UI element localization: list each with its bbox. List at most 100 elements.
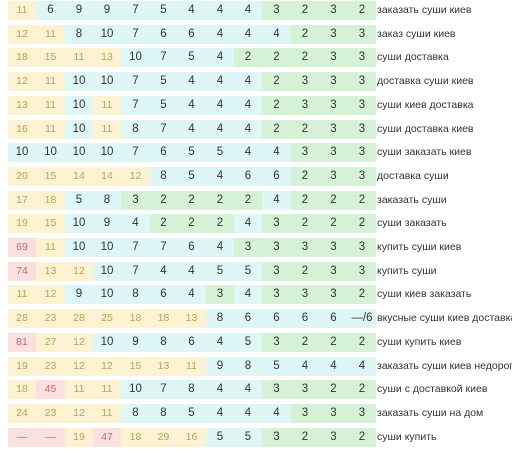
- position-cell: 4: [206, 404, 234, 423]
- position-cell: 7: [121, 143, 150, 162]
- position-cell: 16: [8, 120, 36, 139]
- position-cell: 19: [8, 357, 36, 376]
- position-cell: 14: [65, 167, 93, 186]
- table-row: 74 13 12 10 7 4 4 5 5 3 2 3 3: [8, 262, 376, 281]
- keyword-label: суши доставка киев: [377, 123, 474, 135]
- position-cell: 81: [8, 333, 36, 352]
- position-cell: 10: [93, 25, 121, 44]
- position-cell: —: [36, 428, 65, 447]
- position-cell: 4: [206, 380, 234, 399]
- table-row: 13 11 10 11 7 5 4 4 4 2 3 3 3: [8, 96, 376, 115]
- position-cell: 8: [150, 333, 177, 352]
- keyword-label: заказать суши киев недорого: [377, 360, 512, 372]
- position-cell: 3: [348, 48, 376, 67]
- position-cell: 3: [348, 143, 376, 162]
- table-row: 17 18 5 8 3 2 2 2 2 4 2 2 2: [8, 191, 376, 210]
- position-cell: 4: [234, 143, 262, 162]
- position-cell: 7: [150, 380, 177, 399]
- keyword-label: суши купить киев: [377, 336, 462, 348]
- position-cell: 3: [262, 333, 291, 352]
- position-cell: 6: [177, 25, 206, 44]
- position-cell: 7: [121, 1, 150, 20]
- position-cell: 10: [121, 380, 150, 399]
- position-cell: 2: [348, 285, 376, 304]
- table-row: 11 12 9 10 8 6 4 3 4 3 3 3 2: [8, 285, 376, 304]
- position-cell: 2: [206, 191, 234, 210]
- position-cell: 13: [177, 309, 206, 328]
- keyword-label: купить суши: [377, 265, 437, 277]
- position-cell: 5: [150, 96, 177, 115]
- position-cell: 2: [291, 25, 319, 44]
- position-cell: 3: [291, 238, 319, 257]
- table-row: 12 11 10 10 7 5 4 4 4 2 3 3 3: [8, 72, 376, 91]
- position-cell: 17: [8, 191, 36, 210]
- keyword-label: суши киев доставка: [377, 99, 474, 111]
- position-cell: 2: [262, 72, 291, 91]
- position-cell: 4: [234, 25, 262, 44]
- position-cell: 12: [65, 333, 93, 352]
- position-cell: 7: [121, 25, 150, 44]
- table-row: 12 11 8 10 7 6 6 4 4 4 2 3 3: [8, 25, 376, 44]
- position-cell: 6: [234, 309, 262, 328]
- position-cell: 12: [65, 404, 93, 423]
- position-cell: 11: [36, 238, 65, 257]
- position-cell: 5: [234, 333, 262, 352]
- position-cell: 5: [177, 48, 206, 67]
- position-cell: 12: [65, 262, 93, 281]
- position-cell: 7: [121, 238, 150, 257]
- position-cell: 4: [262, 143, 291, 162]
- position-cell: 4: [234, 380, 262, 399]
- position-cell: 13: [8, 96, 36, 115]
- position-cell: 2: [348, 380, 376, 399]
- table-row: 20 15 14 14 12 8 5 4 6 6 2 3 3: [8, 167, 376, 186]
- position-cell: 20: [8, 167, 36, 186]
- position-cell: 3: [348, 96, 376, 115]
- position-cell: 23: [36, 309, 65, 328]
- position-cell: 6: [262, 309, 291, 328]
- position-cell: 12: [93, 357, 121, 376]
- position-cell: 10: [93, 143, 121, 162]
- position-cell: 15: [121, 357, 150, 376]
- position-cell: 3: [348, 25, 376, 44]
- position-cell: 3: [319, 285, 348, 304]
- position-cell: 10: [8, 143, 36, 162]
- keyword-label: вкусные суши киев доставка: [377, 312, 512, 324]
- position-cell: 4: [262, 404, 291, 423]
- position-cell: 10: [65, 72, 93, 91]
- position-cell: 5: [234, 428, 262, 447]
- position-cell: 4: [206, 1, 234, 20]
- position-cell: 69: [8, 238, 36, 257]
- position-cell: 10: [121, 48, 150, 67]
- position-cell: 3: [348, 262, 376, 281]
- position-cell: 3: [348, 238, 376, 257]
- position-cell: 3: [319, 48, 348, 67]
- position-cell: 3: [319, 238, 348, 257]
- position-cell: 4: [206, 72, 234, 91]
- position-cell: 4: [206, 333, 234, 352]
- position-cell: 11: [36, 25, 65, 44]
- position-cell: 4: [234, 120, 262, 139]
- position-cell: 8: [206, 309, 234, 328]
- position-cell: 4: [177, 96, 206, 115]
- position-cell: 9: [206, 357, 234, 376]
- position-cell: 4: [206, 25, 234, 44]
- position-cell: 2: [291, 48, 319, 67]
- table-row: 11 6 9 9 7 5 4 4 4 3 2 3 2: [8, 1, 376, 20]
- position-cell: 10: [93, 262, 121, 281]
- position-cell: 45: [36, 380, 65, 399]
- position-cell: 2: [319, 380, 348, 399]
- position-cell: 13: [150, 357, 177, 376]
- position-cell: 18: [8, 48, 36, 67]
- position-cell: 3: [319, 262, 348, 281]
- position-cell: 4: [121, 214, 150, 233]
- position-cell: 15: [36, 167, 65, 186]
- position-cell: 11: [65, 380, 93, 399]
- position-cell: 2: [319, 333, 348, 352]
- position-cell: 5: [177, 143, 206, 162]
- position-cell: 3: [319, 72, 348, 91]
- position-cell: 12: [8, 25, 36, 44]
- position-cell: 18: [36, 191, 65, 210]
- position-cell: 11: [177, 357, 206, 376]
- position-cell: 6: [262, 167, 291, 186]
- position-cell: 2: [319, 214, 348, 233]
